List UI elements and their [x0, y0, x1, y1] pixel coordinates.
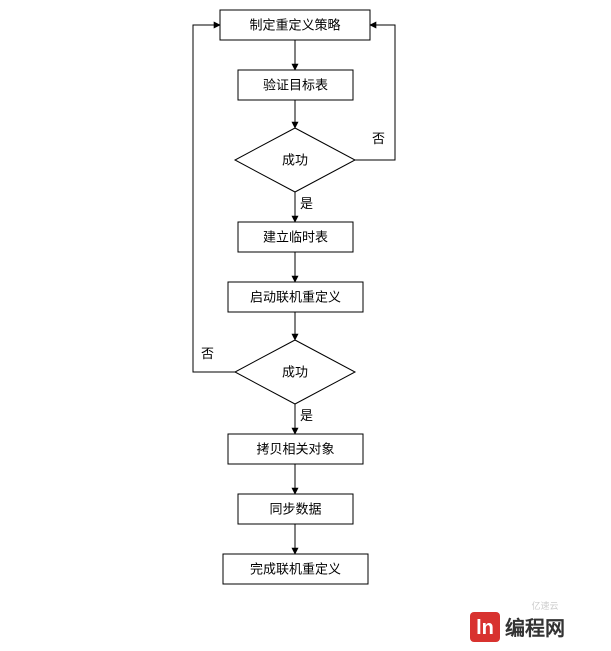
node-n3: 成功	[235, 128, 355, 192]
node-label: 启动联机重定义	[250, 289, 341, 304]
branding: 亿速云 ln 编程网	[470, 600, 565, 642]
edge-label: 否	[372, 131, 385, 146]
node-n1: 制定重定义策略	[220, 10, 370, 40]
logo-text: 编程网	[505, 616, 565, 640]
node-label: 验证目标表	[263, 77, 328, 92]
node-label: 同步数据	[269, 501, 321, 516]
edge-label: 是	[300, 196, 313, 211]
node-n5: 启动联机重定义	[228, 282, 363, 312]
node-n2: 验证目标表	[238, 70, 353, 100]
logo-glyph: ln	[476, 617, 494, 639]
edge	[193, 25, 235, 372]
node-label: 成功	[282, 152, 308, 167]
node-n8: 同步数据	[238, 494, 353, 524]
edge-label: 否	[201, 346, 214, 361]
watermark: 亿速云	[531, 600, 558, 611]
node-n7: 拷贝相关对象	[228, 434, 363, 464]
edge-label: 是	[300, 408, 313, 423]
node-n4: 建立临时表	[238, 222, 353, 252]
flowchart-svg: 是否是否 制定重定义策略验证目标表成功建立临时表启动联机重定义成功拷贝相关对象同…	[0, 0, 611, 651]
node-label: 建立临时表	[263, 229, 328, 244]
node-n9: 完成联机重定义	[223, 554, 368, 584]
flowchart-container: 是否是否 制定重定义策略验证目标表成功建立临时表启动联机重定义成功拷贝相关对象同…	[0, 0, 611, 651]
node-label: 制定重定义策略	[249, 17, 340, 32]
node-label: 完成联机重定义	[250, 561, 341, 576]
node-label: 拷贝相关对象	[256, 441, 334, 456]
node-n6: 成功	[235, 340, 355, 404]
node-label: 成功	[282, 364, 308, 379]
nodes-layer: 制定重定义策略验证目标表成功建立临时表启动联机重定义成功拷贝相关对象同步数据完成…	[220, 10, 370, 584]
